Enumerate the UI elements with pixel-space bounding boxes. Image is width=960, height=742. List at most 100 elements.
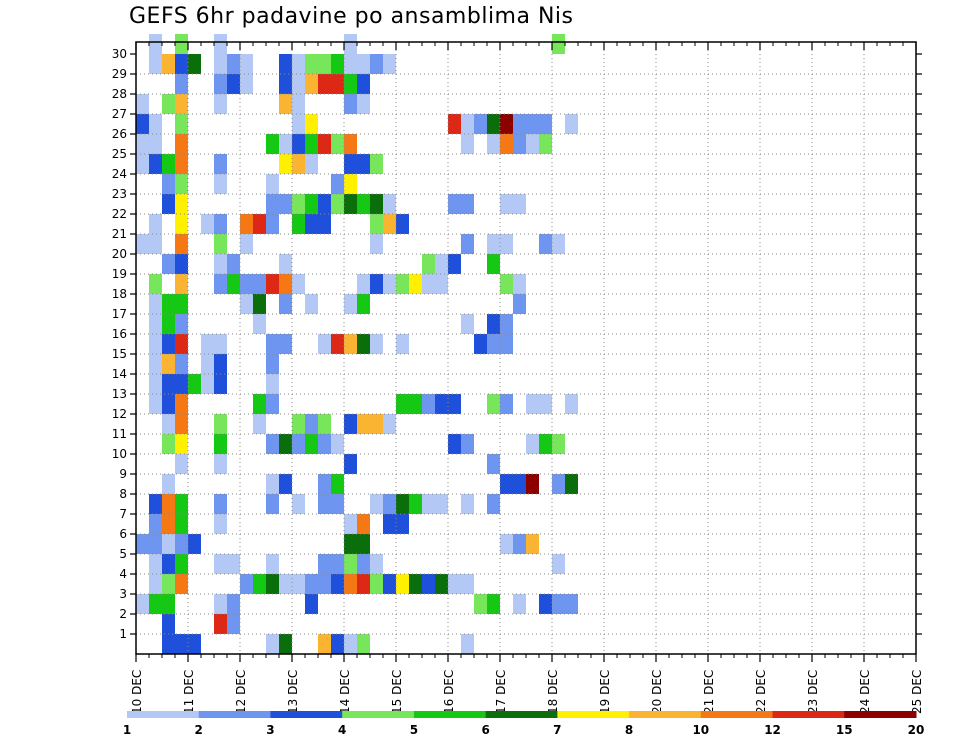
heatmap-cell [214,514,227,534]
heatmap-cell [513,274,526,294]
heatmap-cell [331,574,344,594]
heatmap-cell [188,534,201,554]
heatmap-cell [279,274,292,294]
x-tick-label: 17 DEC [494,670,508,714]
heatmap-cell [240,214,253,234]
heatmap-cell [149,534,162,554]
heatmap-cell [435,494,448,514]
heatmap-cell [396,334,409,354]
y-tick-label: 20 [112,247,127,261]
heatmap-cell [266,574,279,594]
heatmap-cell [253,314,266,334]
heatmap-cell [331,494,344,514]
y-tick-label: 1 [119,627,127,641]
heatmap-cell [396,494,409,514]
heatmap-cell [344,454,357,474]
heatmap-cell [162,354,175,374]
heatmap-cell [396,514,409,534]
heatmap-cell [565,114,578,134]
heatmap-cell [292,154,305,174]
heatmap-cell [149,274,162,294]
y-tick-label: 2 [119,607,127,621]
heatmap-cell [162,174,175,194]
heatmap-cell [461,494,474,514]
heatmap-cell [175,514,188,534]
heatmap-cell [214,614,227,634]
heatmap-cell [136,134,149,154]
heatmap-cell [344,34,357,54]
heatmap-cell [487,394,500,414]
heatmap-cell [175,194,188,214]
heatmap-cell [461,114,474,134]
heatmap-cell [292,494,305,514]
heatmap-cell [279,194,292,214]
heatmap-cell [344,154,357,174]
heatmap-cell [175,274,188,294]
heatmap-cell [331,54,344,74]
heatmap-cell [513,534,526,554]
y-tick-label: 18 [112,287,127,301]
y-tick-label: 10 [112,447,127,461]
heatmap-cell [266,334,279,354]
heatmap-cell [214,434,227,454]
heatmap-cell [448,114,461,134]
colorbar-label: 20 [908,723,925,737]
heatmap-cell [487,314,500,334]
heatmap-cell [383,54,396,74]
heatmap-cell [162,634,175,654]
heatmap-cell [305,294,318,314]
heatmap-cell [162,154,175,174]
heatmap-cell [149,354,162,374]
x-tick-label: 18 DEC [546,670,560,714]
heatmap-cell [448,574,461,594]
heatmap-cell [526,434,539,454]
heatmap-cell [344,194,357,214]
heatmap-cell [240,54,253,74]
colorbar-segment [629,711,702,718]
heatmap-cell [370,154,383,174]
heatmap-cell [461,134,474,154]
heatmap-cell [175,214,188,234]
heatmap-cell [188,634,201,654]
heatmap-cell [279,74,292,94]
heatmap-cell [136,94,149,114]
heatmap-cell [175,454,188,474]
colorbar-segment [772,711,845,718]
heatmap-cell [266,474,279,494]
heatmap-cell [435,274,448,294]
heatmap-cell [461,194,474,214]
heatmap-cell [279,54,292,74]
y-tick-label: 29 [112,67,127,81]
heatmap-cell [175,254,188,274]
heatmap-cell [448,394,461,414]
x-tick-label: 23 DEC [806,670,820,714]
heatmap-cell [344,514,357,534]
y-tick-label: 8 [119,487,127,501]
heatmap-cell [175,154,188,174]
heatmap-cell [357,554,370,574]
y-tick-label: 16 [112,327,127,341]
colorbar-segment [844,711,917,718]
heatmap-cell [357,154,370,174]
heatmap-cell [487,114,500,134]
heatmap-cell [201,334,214,354]
heatmap-cell [357,54,370,74]
heatmap-cell [149,154,162,174]
heatmap-cell [292,214,305,234]
heatmap-cell [513,294,526,314]
heatmap-cell [292,134,305,154]
heatmap-cell [526,474,539,494]
heatmap-cell [279,94,292,114]
heatmap-cell [279,334,292,354]
heatmap-cell [292,194,305,214]
heatmap-cell [279,294,292,314]
heatmap-cell [331,554,344,574]
heatmap-cell [227,594,240,614]
colorbar-segment [198,711,271,718]
heatmap-cell [344,74,357,94]
heatmap-cell [318,574,331,594]
heatmap-cell [149,334,162,354]
heatmap-cell [513,594,526,614]
heatmap-cell [240,574,253,594]
